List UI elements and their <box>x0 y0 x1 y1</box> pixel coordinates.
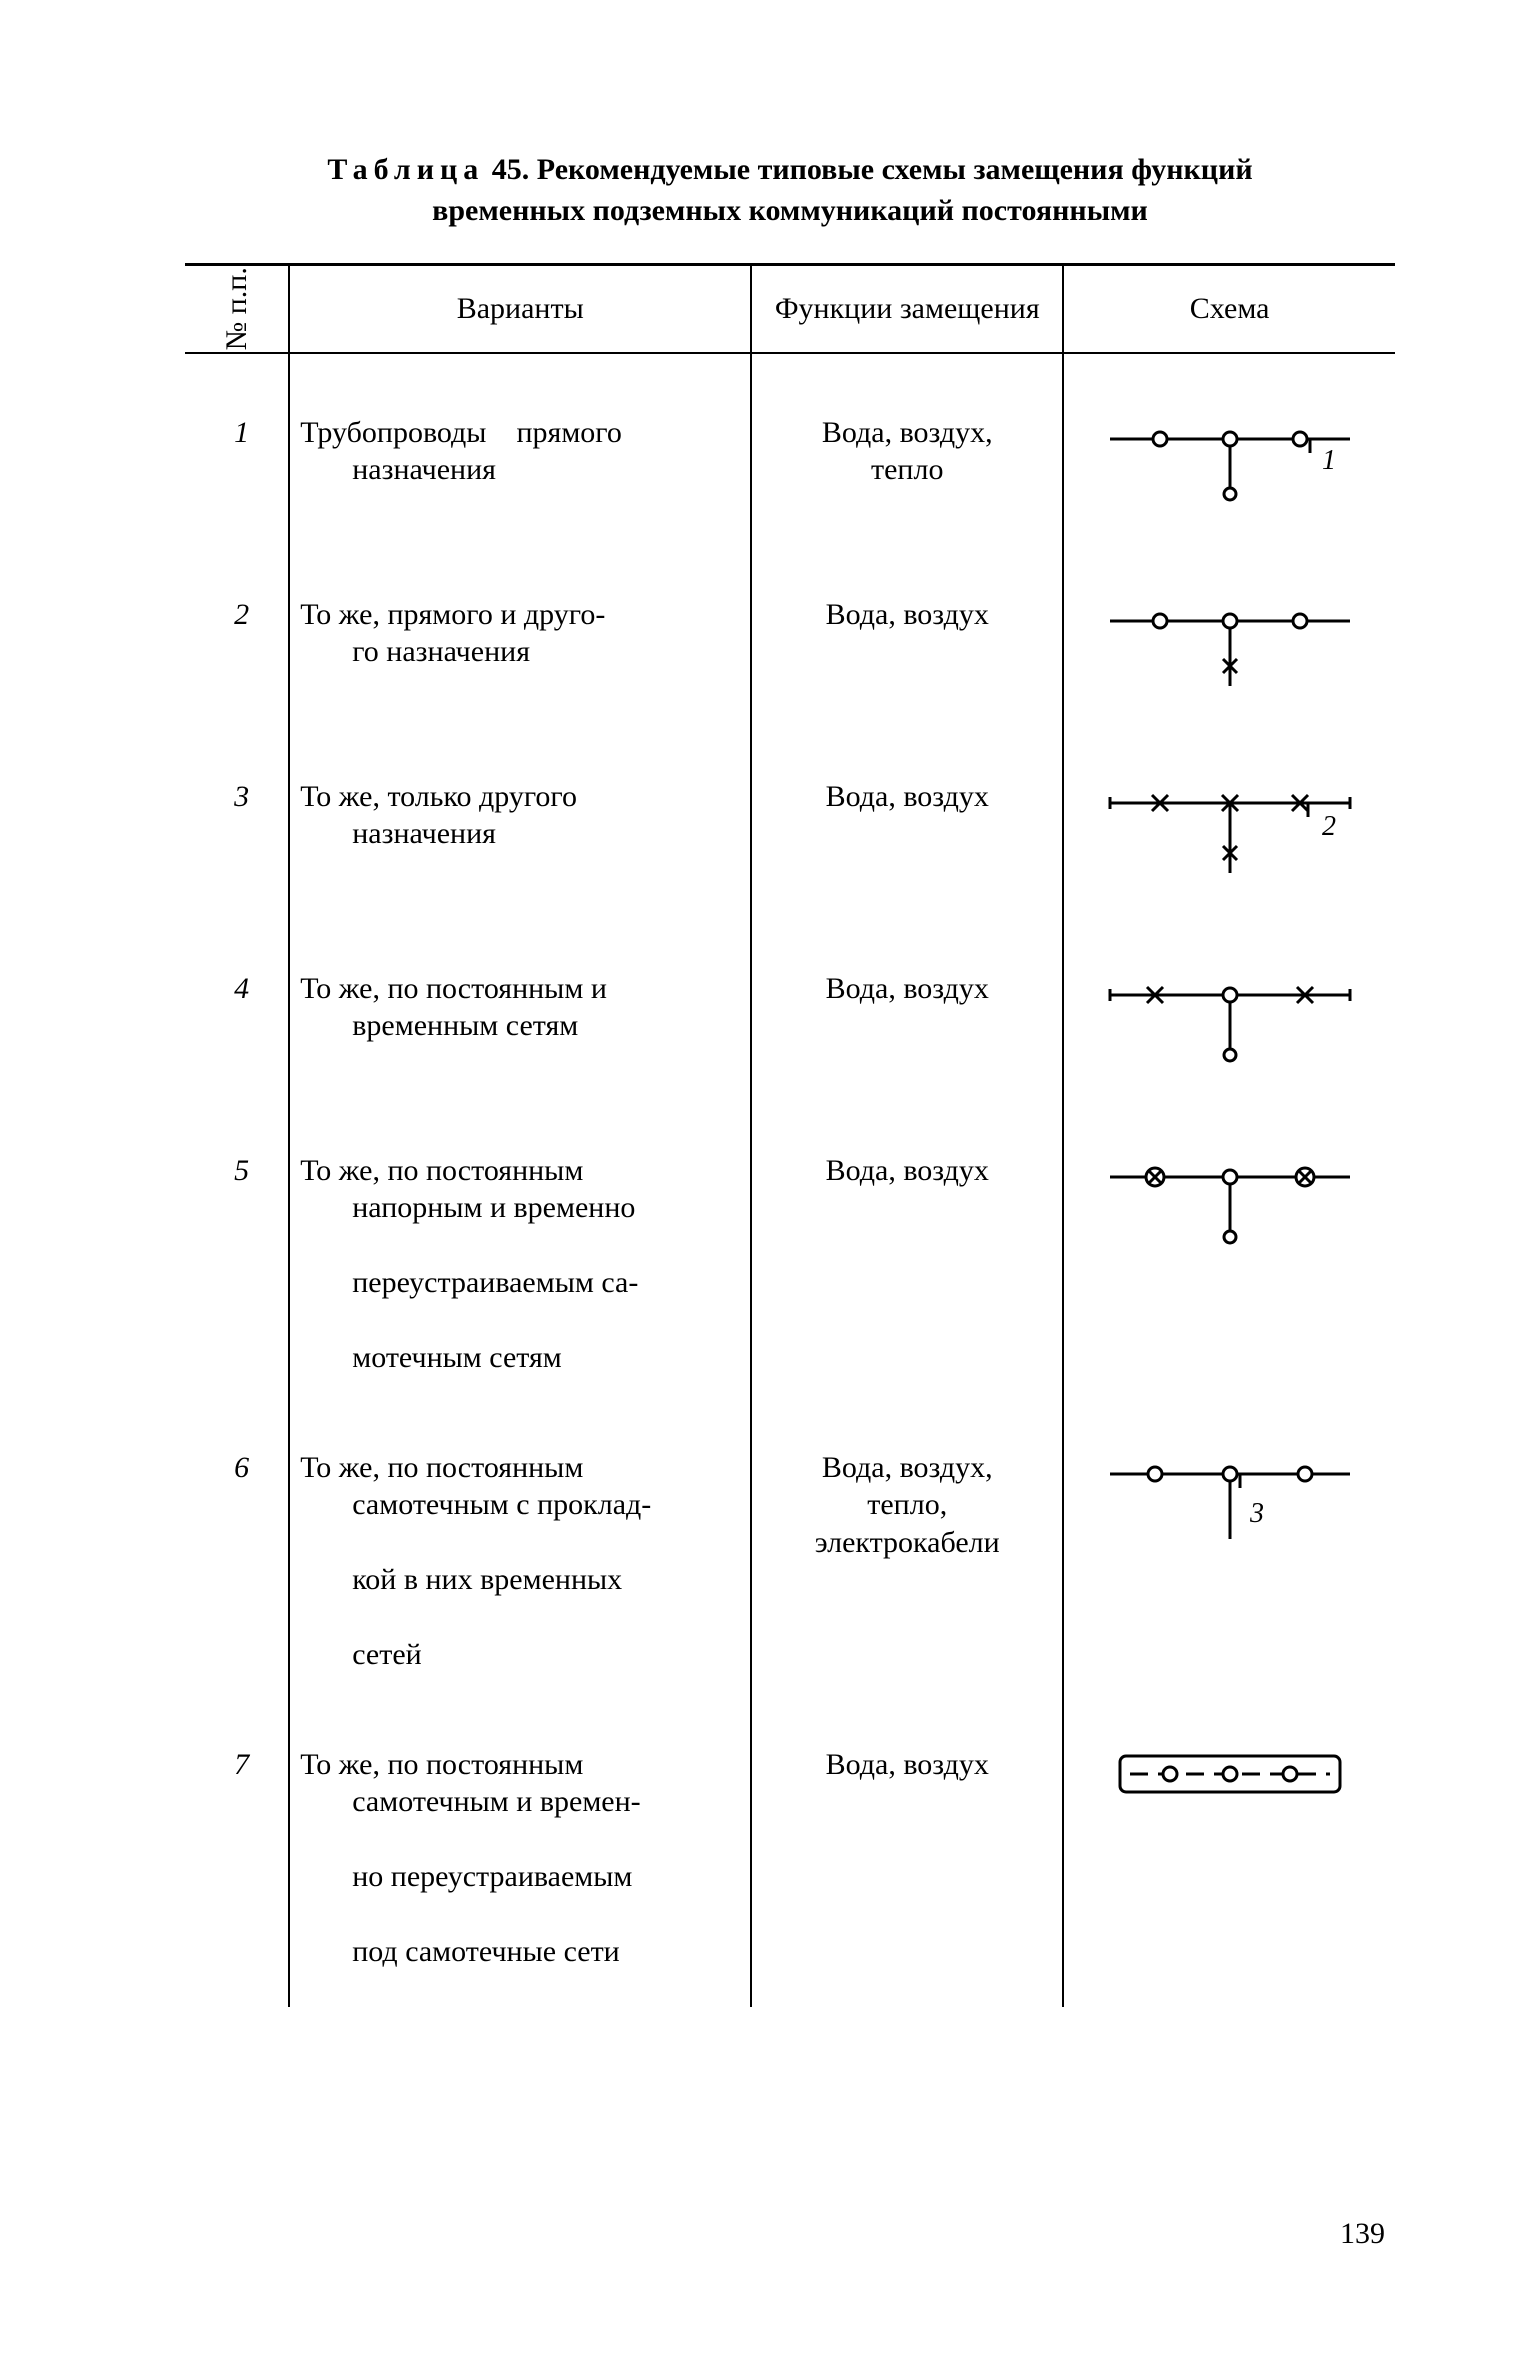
row-variant: То же, прямого и друго-го назначения <box>289 560 751 742</box>
header-variants: Варианты <box>289 265 751 353</box>
table-row: 6То же, по постояннымсамотечным с прокла… <box>185 1413 1395 1710</box>
svg-text:2: 2 <box>1322 811 1336 842</box>
row-number: 4 <box>185 934 289 1116</box>
table-row: 1Трубопроводы прямогоназначенияВода, воз… <box>185 353 1395 560</box>
header-num-label: № п.п. <box>218 267 256 350</box>
row-function: Вода, воздух <box>751 742 1063 934</box>
row-scheme: 1 <box>1063 353 1395 560</box>
row-number: 5 <box>185 1116 289 1413</box>
row-number: 1 <box>185 353 289 560</box>
row-function: Вода, воздух <box>751 934 1063 1116</box>
table-row: 7То же, по постояннымсамотечным и времен… <box>185 1710 1395 2007</box>
table-row: 3То же, только другогоназначенияВода, во… <box>185 742 1395 934</box>
row-function: Вода, воздух,тепло,электрокабели <box>751 1413 1063 1710</box>
row-variant: То же, по постояннымнапорным и временноп… <box>289 1116 751 1413</box>
row-scheme: 3 <box>1063 1413 1395 1710</box>
header-scheme: Схема <box>1063 265 1395 353</box>
table-title: Таблица 45. Рекомендуемые типовые схемы … <box>185 150 1395 231</box>
row-scheme <box>1063 934 1395 1116</box>
header-functions: Функции замещения <box>751 265 1063 353</box>
page-number: 139 <box>1340 2215 1385 2253</box>
row-scheme <box>1063 560 1395 742</box>
row-function: Вода, воздух,тепло <box>751 353 1063 560</box>
row-number: 3 <box>185 742 289 934</box>
svg-text:1: 1 <box>1322 445 1336 476</box>
row-scheme <box>1063 1710 1395 2007</box>
row-scheme <box>1063 1116 1395 1413</box>
title-line2: временных подземных коммуникаций постоян… <box>432 194 1148 227</box>
row-variant: То же, по постояннымсамотечным с проклад… <box>289 1413 751 1710</box>
row-variant: То же, по постояннымсамотечным и времен-… <box>289 1710 751 2007</box>
row-variant: То же, по постоянным ивременным сетям <box>289 934 751 1116</box>
title-rest: Рекомендуемые типовые схемы замещения фу… <box>537 153 1253 186</box>
row-variant: Трубопроводы прямогоназначения <box>289 353 751 560</box>
row-number: 2 <box>185 560 289 742</box>
title-number: 45. <box>492 153 530 186</box>
row-function: Вода, воздух <box>751 560 1063 742</box>
row-number: 6 <box>185 1413 289 1710</box>
table-row: 2То же, прямого и друго-го назначенияВод… <box>185 560 1395 742</box>
title-word-table: Таблица <box>327 153 484 186</box>
scheme-table: № п.п. Варианты Функции замещения Схема … <box>185 263 1395 2007</box>
row-variant: То же, только другогоназначения <box>289 742 751 934</box>
row-scheme: 2 <box>1063 742 1395 934</box>
row-function: Вода, воздух <box>751 1116 1063 1413</box>
header-num: № п.п. <box>185 265 289 353</box>
table-row: 5То же, по постояннымнапорным и временно… <box>185 1116 1395 1413</box>
svg-text:3: 3 <box>1249 1498 1264 1529</box>
table-row: 4То же, по постоянным ивременным сетямВо… <box>185 934 1395 1116</box>
row-number: 7 <box>185 1710 289 2007</box>
row-function: Вода, воздух <box>751 1710 1063 2007</box>
